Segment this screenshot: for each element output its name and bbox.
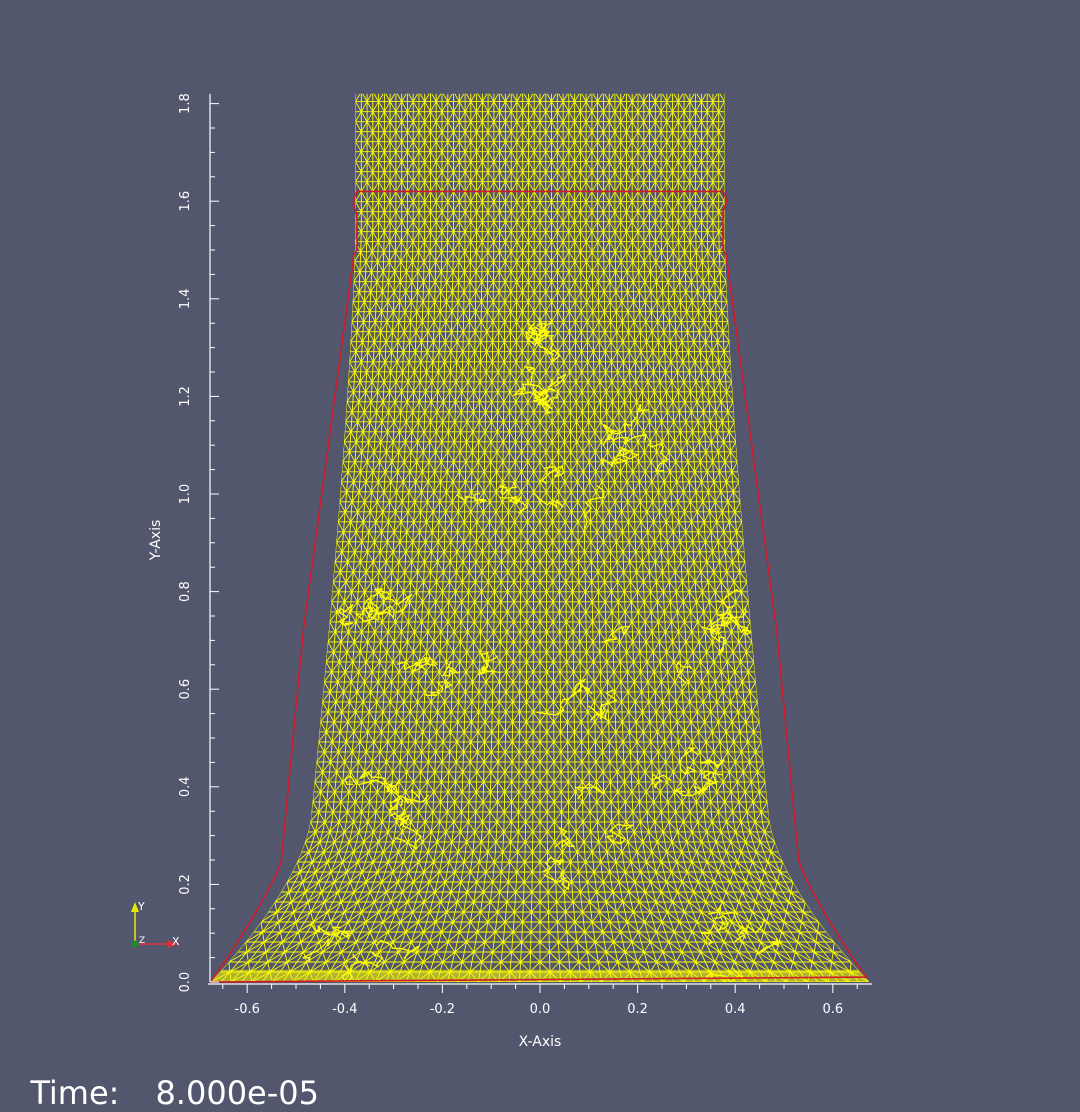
y-axis-title: Y-Axis bbox=[148, 520, 164, 562]
mesh-edges bbox=[210, 93, 870, 983]
y-tick-label: 0.4 bbox=[178, 776, 193, 797]
orientation-axes-widget: Y X Z bbox=[131, 900, 180, 948]
x-axis-title: X-Axis bbox=[519, 1034, 562, 1050]
y-tick-label: 0.0 bbox=[178, 972, 193, 993]
yellow-triangle-mesh bbox=[210, 93, 870, 983]
y-tick-label: 0.8 bbox=[178, 581, 193, 602]
y-axis: 0.0 0.2 0.4 0.6 0.8 1.0 1.2 1.4 1.6 1.8 bbox=[178, 93, 219, 992]
x-tick-label: -0.6 bbox=[235, 1002, 260, 1017]
orientation-y-label: Y bbox=[137, 900, 145, 913]
orientation-x-label: X bbox=[172, 935, 180, 948]
x-axis: -0.6 -0.4 -0.2 0.0 0.2 0.4 0.6 bbox=[208, 983, 872, 1017]
render-viewport[interactable]: 0.00.20.40.60.81.01.21.41.61.8 -0.6 -0.4-… bbox=[0, 0, 1080, 1080]
y-tick-label: 1.2 bbox=[178, 386, 193, 407]
distorted-mesh-regions bbox=[302, 317, 783, 983]
x-tick-label: 0.4 bbox=[725, 1002, 746, 1017]
x-tick-label: -0.2 bbox=[430, 1002, 455, 1017]
time-annotation: Time: 8.000e-05 bbox=[10, 1036, 319, 1112]
y-tick-label: 1.0 bbox=[178, 484, 193, 505]
x-tick-label: -0.4 bbox=[332, 1002, 357, 1017]
y-tick-label: 1.4 bbox=[178, 288, 193, 309]
x-tick-label: 0.6 bbox=[822, 1002, 843, 1017]
y-tick-label: 0.2 bbox=[178, 874, 193, 895]
x-tick-label: 0.0 bbox=[530, 1002, 551, 1017]
orientation-z-label: Z bbox=[139, 936, 145, 946]
x-tick-label: 0.2 bbox=[627, 1002, 648, 1017]
red-reference-outline bbox=[209, 190, 868, 983]
y-tick-label: 1.6 bbox=[178, 191, 193, 212]
y-tick-label: 1.8 bbox=[178, 93, 193, 114]
y-tick-label: 0.6 bbox=[178, 679, 193, 700]
